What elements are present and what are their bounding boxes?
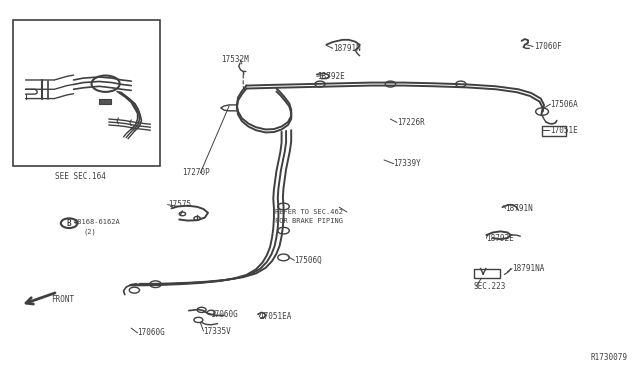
Text: FOR BRAKE PIPING: FOR BRAKE PIPING [275,218,343,224]
Text: R1730079: R1730079 [590,353,627,362]
Text: 17060G: 17060G [210,310,237,319]
Text: 18791N: 18791N [506,204,533,213]
Bar [474,269,500,278]
Bar [542,126,566,136]
Text: 17506Q: 17506Q [294,256,322,265]
Text: 17051E: 17051E [550,126,578,135]
Text: REFER TO SEC.462: REFER TO SEC.462 [275,209,343,215]
Text: (2): (2) [84,228,97,235]
Text: 18792E: 18792E [317,72,344,81]
Text: SEE SEC.164: SEE SEC.164 [54,172,106,181]
Text: 17051EA: 17051EA [259,312,292,321]
Text: 17532M: 17532M [221,55,248,64]
Text: 08168-6162A: 08168-6162A [74,219,120,225]
Text: B: B [67,219,72,228]
Text: 17226R: 17226R [397,118,424,127]
Text: 18791NA: 18791NA [512,264,545,273]
Bar [13,20,160,166]
Text: 17060G: 17060G [138,328,165,337]
Text: 17270P: 17270P [182,169,210,177]
Text: 17060F: 17060F [534,42,562,51]
Text: 18791N: 18791N [333,44,360,53]
Text: 17335V: 17335V [204,327,231,336]
Text: FRONT: FRONT [51,295,74,304]
Text: SEC.223: SEC.223 [474,282,506,291]
Text: 18792E: 18792E [486,234,514,243]
Text: 17575: 17575 [168,200,191,209]
Text: 17339Y: 17339Y [394,159,421,168]
Bar [99,99,111,104]
Text: 17506A: 17506A [550,100,578,109]
